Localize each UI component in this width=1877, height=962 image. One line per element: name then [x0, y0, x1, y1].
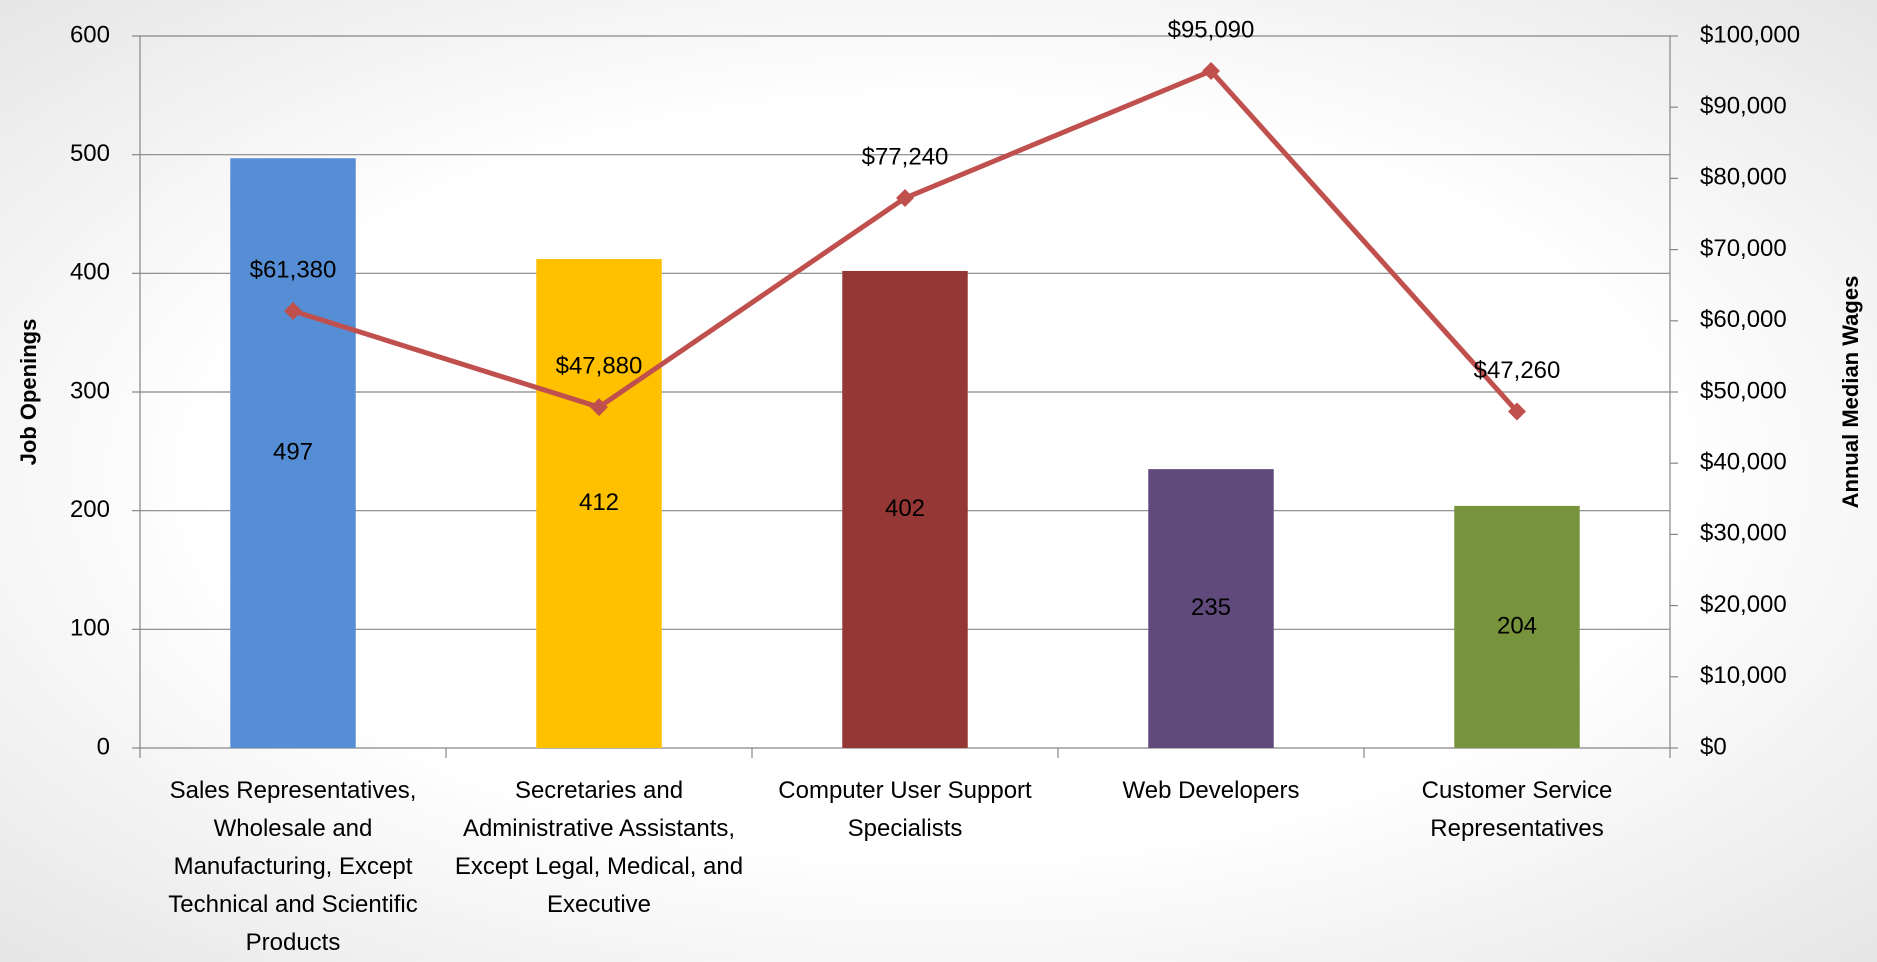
y2-tick-label: $30,000	[1700, 520, 1787, 547]
y-tick-label: 500	[70, 140, 110, 167]
y-axis-label: Job Openings	[16, 319, 41, 466]
bar	[536, 259, 662, 748]
y2-tick-label: $50,000	[1700, 377, 1787, 404]
y2-tick-label: $60,000	[1700, 306, 1787, 333]
y2-tick-label: $20,000	[1700, 591, 1787, 618]
y2-tick-label: $100,000	[1700, 21, 1800, 48]
y-tick-label: 100	[70, 615, 110, 642]
marker	[1202, 61, 1220, 80]
y2-tick-label: $40,000	[1700, 449, 1787, 476]
marker	[284, 301, 302, 320]
x-tick-label: Secretaries and Administrative Assistant…	[454, 777, 744, 918]
y2-axis-label: Annual Median Wages	[1838, 276, 1863, 509]
bar-label: 235	[1191, 594, 1231, 621]
bar	[230, 158, 356, 748]
y2-tick-label: $0	[1700, 733, 1727, 760]
line-label: $61,380	[250, 256, 337, 283]
y-tick-label: 600	[70, 21, 110, 48]
x-tick-label: Web Developers	[1122, 777, 1300, 804]
x-tick-label: Computer User Support Specialists	[778, 777, 1032, 842]
y-tick-label: 300	[70, 377, 110, 404]
x-tick-label: Customer Service Representatives	[1421, 777, 1613, 842]
y2-tick-label: $70,000	[1700, 235, 1787, 262]
y2-tick-label: $90,000	[1700, 93, 1787, 120]
line-label: $95,090	[1168, 16, 1255, 43]
y-tick-label: 400	[70, 259, 110, 286]
bar	[1148, 469, 1274, 748]
marker	[896, 189, 914, 208]
y2-tick-label: $80,000	[1700, 164, 1787, 191]
y-tick-label: 200	[70, 496, 110, 523]
bar-label: 412	[579, 489, 619, 516]
bar-label: 402	[885, 495, 925, 522]
marker	[1508, 402, 1526, 421]
line-label: $47,880	[556, 352, 643, 379]
bar-label: 204	[1497, 612, 1537, 639]
x-tick-label: Sales Representatives, Wholesale and Man…	[168, 777, 418, 956]
bar-label: 497	[273, 438, 313, 465]
bar	[842, 270, 968, 748]
y-tick-label: 0	[97, 733, 110, 760]
y2-tick-label: $10,000	[1700, 662, 1787, 689]
marker	[590, 398, 608, 417]
bar	[1454, 505, 1580, 748]
line-label: $47,260	[1474, 357, 1561, 384]
line-label: $77,240	[862, 143, 949, 170]
